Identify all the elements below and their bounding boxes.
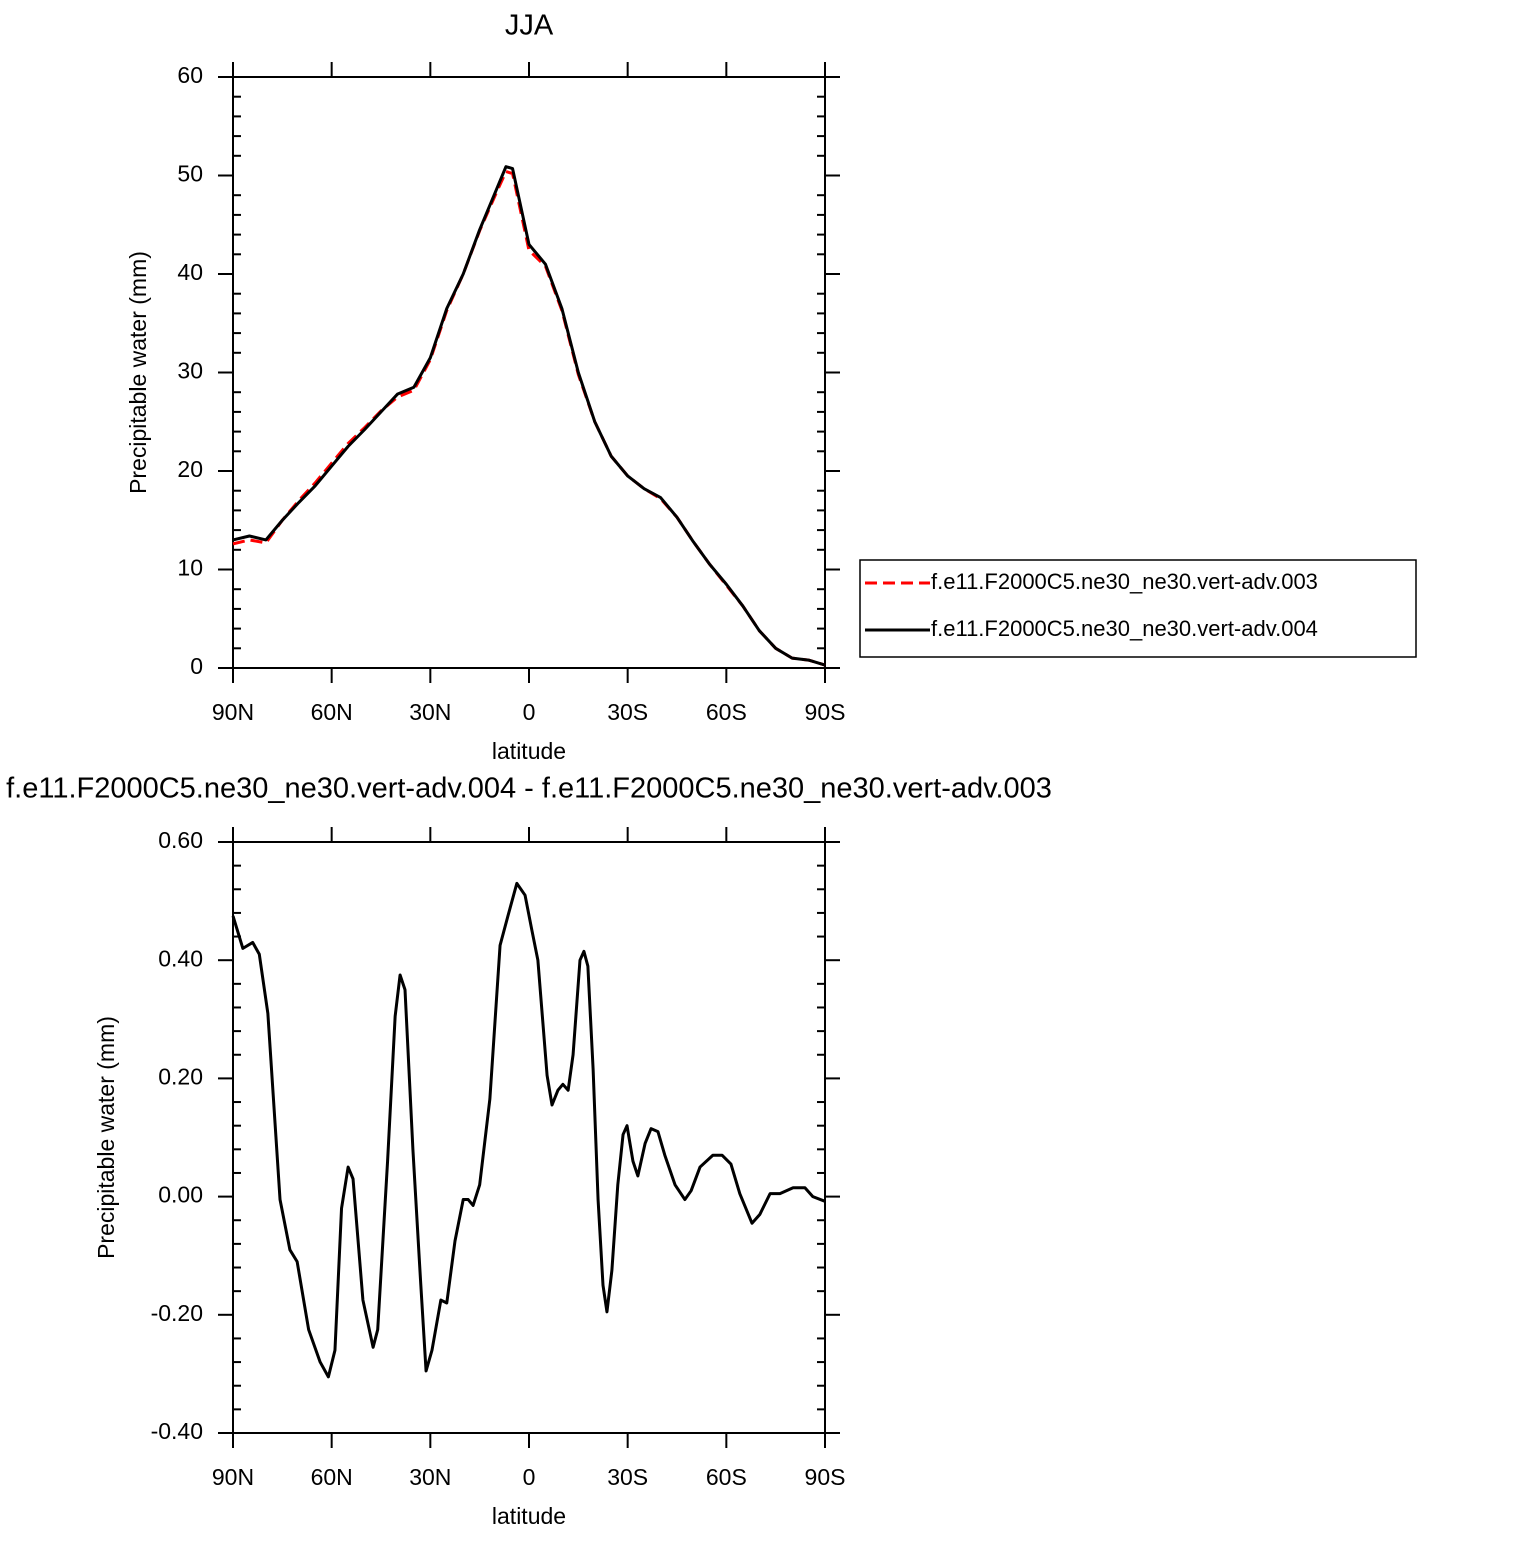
x-tick-label: 0 — [523, 699, 536, 725]
x-tick-label: 90S — [805, 699, 846, 725]
y-tick-label: 0.60 — [158, 827, 203, 853]
chart-title: f.e11.F2000C5.ne30_ne30.vert-adv.004 - f… — [6, 773, 1052, 805]
x-axis-label: latitude — [492, 1503, 566, 1529]
x-tick-label: 30N — [409, 1464, 451, 1490]
x-tick-label: 60N — [311, 1464, 353, 1490]
y-axis-label: Precipitable water (mm) — [93, 1016, 119, 1259]
legend-label: f.e11.F2000C5.ne30_ne30.vert-adv.004 — [931, 616, 1318, 641]
x-tick-label: 60S — [706, 699, 747, 725]
plot-frame — [232, 76, 826, 669]
x-tick-label: 90N — [212, 1464, 254, 1490]
y-tick-label: 0.00 — [158, 1182, 203, 1208]
y-axis-label: Precipitable water (mm) — [125, 251, 151, 494]
y-tick-label: 10 — [177, 555, 203, 581]
x-tick-label: 90S — [805, 1464, 846, 1490]
data-line — [232, 165, 826, 667]
y-tick-label: 20 — [177, 456, 203, 482]
y-tick-label: 0.40 — [158, 945, 203, 971]
y-tick-label: -0.40 — [151, 1418, 203, 1444]
x-tick-label: 30N — [409, 699, 451, 725]
legend — [859, 559, 1417, 658]
y-tick-label: 0.20 — [158, 1063, 203, 1089]
chart-title: JJA — [505, 10, 554, 42]
y-tick-label: -0.20 — [151, 1300, 203, 1326]
x-tick-label: 0 — [523, 1464, 536, 1490]
x-tick-label: 90N — [212, 699, 254, 725]
x-tick-label: 30S — [607, 1464, 648, 1490]
x-tick-label: 60S — [706, 1464, 747, 1490]
y-tick-label: 50 — [177, 161, 203, 187]
plot-frame — [232, 841, 826, 1434]
data-line — [231, 881, 826, 1379]
x-tick-label: 60N — [311, 699, 353, 725]
legend-label: f.e11.F2000C5.ne30_ne30.vert-adv.003 — [931, 569, 1318, 594]
x-tick-label: 30S — [607, 699, 648, 725]
x-axis-label: latitude — [492, 738, 566, 764]
y-tick-label: 60 — [177, 62, 203, 88]
y-tick-label: 40 — [177, 259, 203, 285]
y-tick-label: 30 — [177, 358, 203, 384]
y-tick-label: 0 — [190, 653, 203, 679]
